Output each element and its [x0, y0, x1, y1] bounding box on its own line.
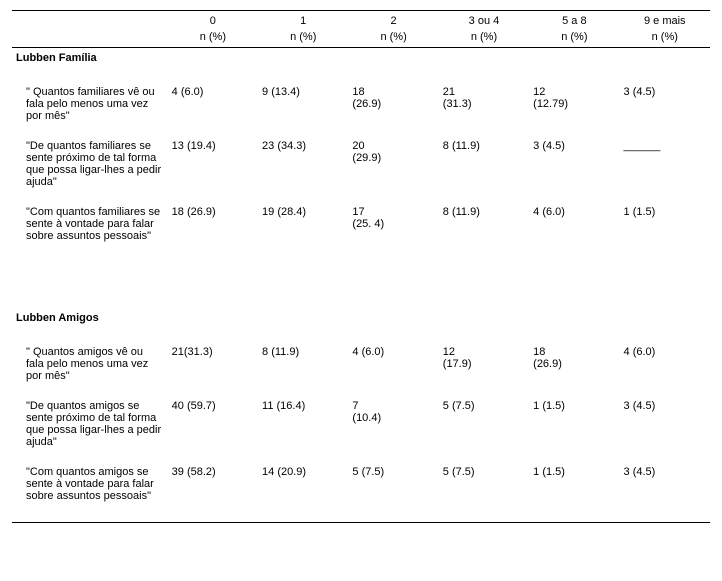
section-familia-title: Lubben Família: [12, 48, 710, 71]
value-cell: 23 (34.3): [258, 138, 348, 190]
value-cell: 3 (4.5): [620, 464, 710, 504]
value-cell: 14 (20.9): [258, 464, 348, 504]
spacer: [12, 124, 710, 138]
value-cell: 5 (7.5): [439, 398, 529, 450]
spacer: [12, 384, 710, 398]
header-5: 9 e mais: [620, 11, 710, 30]
value-cell: 13 (19.4): [168, 138, 258, 190]
value-cell: 3 (4.5): [529, 138, 619, 190]
question-label: "De quantos amigos se sente próximo de t…: [12, 398, 168, 450]
spacer: [12, 450, 710, 464]
value-cell: 9 (13.4): [258, 84, 348, 124]
value-cell: 4 (6.0): [168, 84, 258, 124]
value-cell: 4 (6.0): [348, 344, 438, 384]
spacer: [12, 70, 710, 84]
value-cell: 11 (16.4): [258, 398, 348, 450]
value-cell: 12 (12.79): [529, 84, 619, 124]
subheader-0: n (%): [168, 29, 258, 48]
table-row: "De quantos familiares se sente próximo …: [12, 138, 710, 190]
value-cell: 21 (31.3): [439, 84, 529, 124]
value-cell: 17 (25. 4): [348, 204, 438, 244]
subheader-4: n (%): [529, 29, 619, 48]
table-row: "Com quantos familiares se sente à vonta…: [12, 204, 710, 244]
spacer: [12, 244, 710, 276]
value-cell: 7 (10.4): [348, 398, 438, 450]
value-cell: 19 (28.4): [258, 204, 348, 244]
value-cell: 8 (11.9): [439, 138, 529, 190]
subheader-3: n (%): [439, 29, 529, 48]
value-cell: 18 (26.9): [348, 84, 438, 124]
value-cell: 1 (1.5): [529, 464, 619, 504]
value-cell: 18 (26.9): [168, 204, 258, 244]
spacer: [12, 330, 710, 344]
value-cell: 12 (17.9): [439, 344, 529, 384]
lubben-table: 0 1 2 3 ou 4 5 a 8 9 e mais n (%) n (%) …: [12, 10, 710, 523]
question-label: "Com quantos familiares se sente à vonta…: [12, 204, 168, 244]
table-row: " Quantos familiares vê ou fala pelo men…: [12, 84, 710, 124]
value-cell: 20 (29.9): [348, 138, 438, 190]
subheader-2: n (%): [348, 29, 438, 48]
header-4: 5 a 8: [529, 11, 619, 30]
value-cell: 5 (7.5): [348, 464, 438, 504]
header-3: 3 ou 4: [439, 11, 529, 30]
value-cell: 40 (59.7): [168, 398, 258, 450]
subheader-1: n (%): [258, 29, 348, 48]
header-blank: [12, 11, 168, 30]
subheader-5: n (%): [620, 29, 710, 48]
question-label: " Quantos amigos vê ou fala pelo menos u…: [12, 344, 168, 384]
question-label: "De quantos familiares se sente próximo …: [12, 138, 168, 190]
value-cell: 1 (1.5): [529, 398, 619, 450]
section-amigos-title: Lubben Amigos: [12, 308, 710, 330]
bottom-rule: [12, 504, 710, 523]
value-cell: 8 (11.9): [439, 204, 529, 244]
value-cell: 3 (4.5): [620, 84, 710, 124]
value-cell: 21(31.3): [168, 344, 258, 384]
value-cell: 4 (6.0): [620, 344, 710, 384]
table-row: "Com quantos amigos se sente à vontade p…: [12, 464, 710, 504]
header-0: 0: [168, 11, 258, 30]
subheader-blank: [12, 29, 168, 48]
value-cell: 5 (7.5): [439, 464, 529, 504]
value-cell: ______: [620, 138, 710, 190]
header-2: 2: [348, 11, 438, 30]
value-cell: 8 (11.9): [258, 344, 348, 384]
value-cell: 3 (4.5): [620, 398, 710, 450]
table-row: " Quantos amigos vê ou fala pelo menos u…: [12, 344, 710, 384]
header-1: 1: [258, 11, 348, 30]
question-label: "Com quantos amigos se sente à vontade p…: [12, 464, 168, 504]
spacer: [12, 190, 710, 204]
value-cell: 39 (58.2): [168, 464, 258, 504]
table-row: "De quantos amigos se sente próximo de t…: [12, 398, 710, 450]
value-cell: 1 (1.5): [620, 204, 710, 244]
question-label: " Quantos familiares vê ou fala pelo men…: [12, 84, 168, 124]
value-cell: 18 (26.9): [529, 344, 619, 384]
spacer: [12, 276, 710, 308]
value-cell: 4 (6.0): [529, 204, 619, 244]
